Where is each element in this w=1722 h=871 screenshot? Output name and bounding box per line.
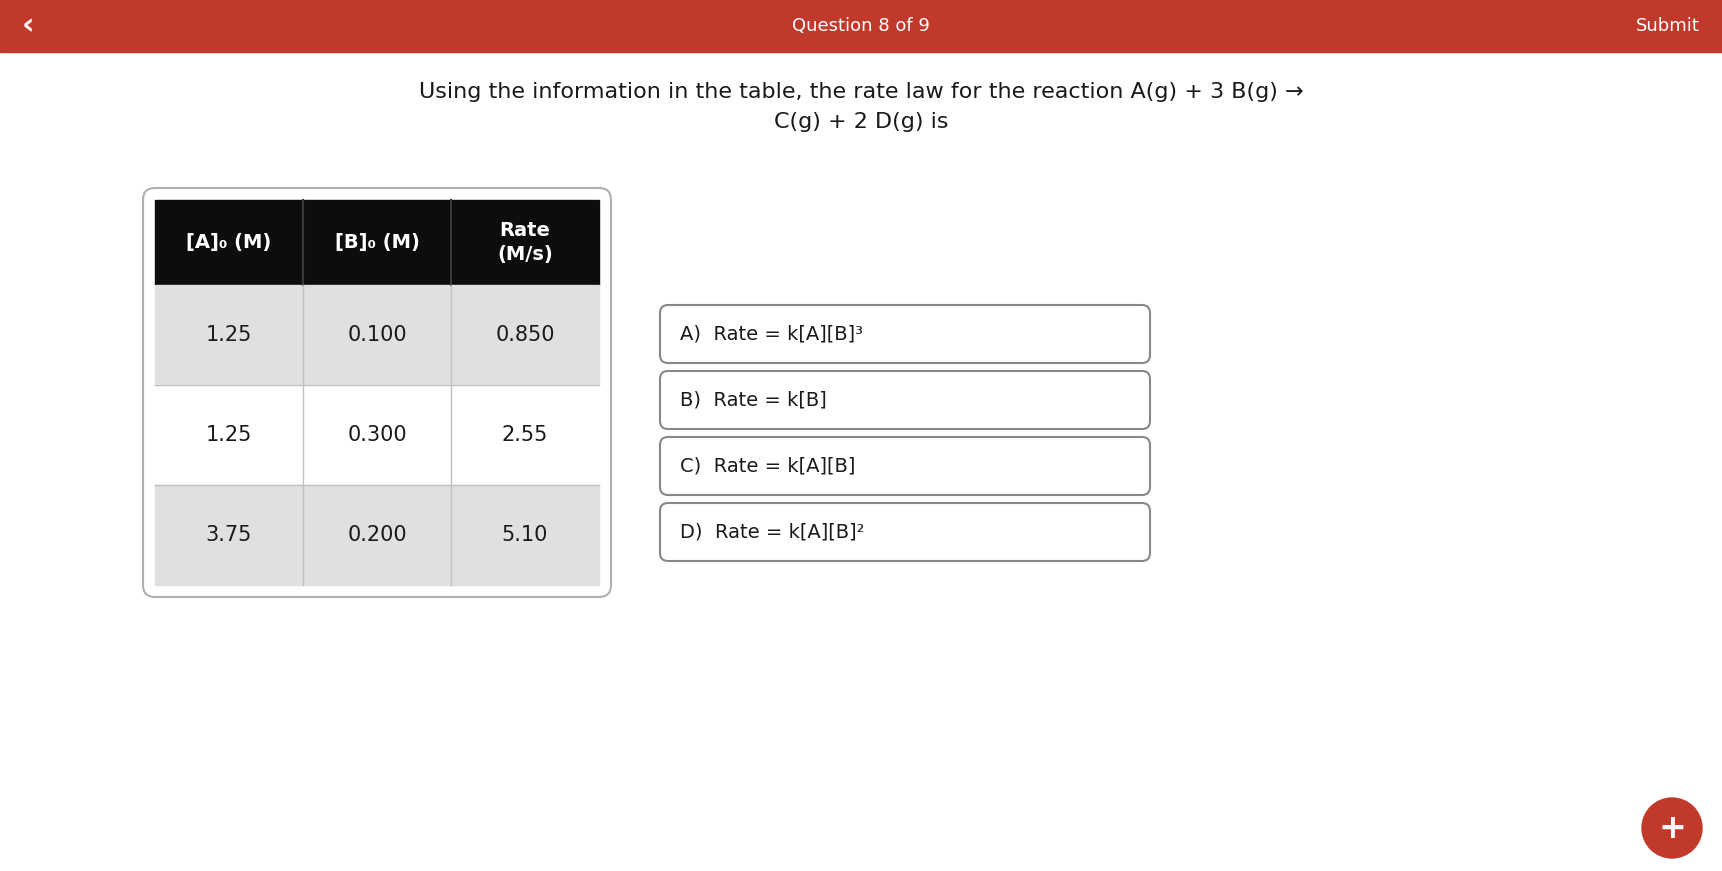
Text: 2.55: 2.55 — [501, 425, 548, 445]
Text: 1.25: 1.25 — [207, 425, 251, 445]
Circle shape — [1643, 798, 1701, 858]
Text: D)  Rate = k[A][B]²: D) Rate = k[A][B]² — [680, 523, 864, 542]
Text: Question 8 of 9: Question 8 of 9 — [792, 17, 930, 35]
Text: C(g) + 2 D(g) is: C(g) + 2 D(g) is — [773, 112, 949, 132]
Text: B)  Rate = k[B]: B) Rate = k[B] — [680, 390, 827, 409]
Bar — [155, 385, 599, 485]
Bar — [155, 200, 599, 285]
Bar — [155, 285, 599, 385]
FancyBboxPatch shape — [660, 371, 1150, 429]
Text: 0.300: 0.300 — [348, 425, 406, 445]
Bar — [155, 485, 599, 585]
Text: 0.850: 0.850 — [496, 325, 554, 345]
Text: Using the information in the table, the rate law for the reaction A(g) + 3 B(g) : Using the information in the table, the … — [418, 82, 1304, 102]
Text: ‹: ‹ — [22, 11, 34, 40]
Text: 3.75: 3.75 — [207, 525, 251, 545]
FancyBboxPatch shape — [143, 188, 611, 597]
Text: Submit: Submit — [1636, 17, 1700, 35]
FancyBboxPatch shape — [660, 305, 1150, 363]
Text: 5.10: 5.10 — [501, 525, 548, 545]
Text: Rate
(M/s): Rate (M/s) — [498, 221, 553, 264]
Text: C)  Rate = k[A][B]: C) Rate = k[A][B] — [680, 456, 856, 476]
Text: 1.25: 1.25 — [207, 325, 251, 345]
FancyBboxPatch shape — [660, 437, 1150, 495]
Text: 0.100: 0.100 — [348, 325, 406, 345]
Text: A)  Rate = k[A][B]³: A) Rate = k[A][B]³ — [680, 325, 863, 343]
Text: +: + — [1658, 812, 1686, 845]
Bar — [0, 0, 1722, 52]
Text: 0.200: 0.200 — [348, 525, 406, 545]
Text: [B]₀ (M): [B]₀ (M) — [334, 233, 420, 252]
FancyBboxPatch shape — [660, 503, 1150, 561]
Text: [A]₀ (M): [A]₀ (M) — [186, 233, 272, 252]
